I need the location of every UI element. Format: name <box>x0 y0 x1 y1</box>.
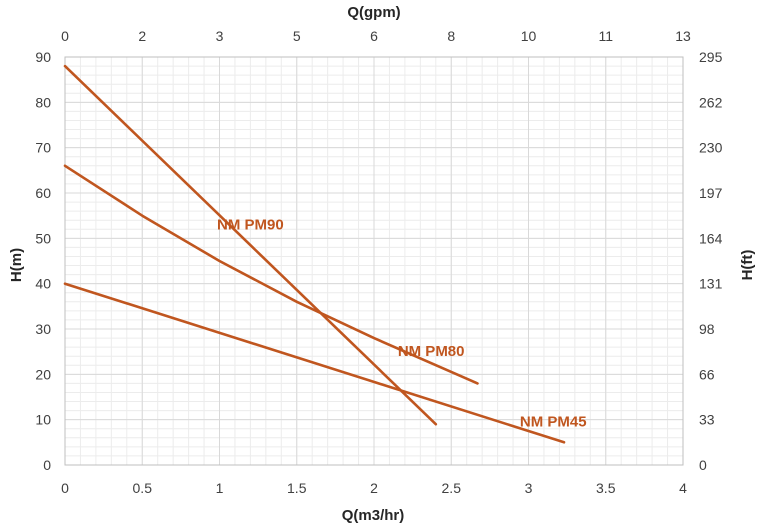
x-tick-label: 2 <box>370 480 378 496</box>
x-tick-label: 3.5 <box>596 480 616 496</box>
y-tick-label: 80 <box>35 94 51 110</box>
x2-tick-label: 10 <box>521 28 537 44</box>
y2-axis-title: H(ft) <box>739 250 756 281</box>
y-tick-label: 0 <box>43 457 51 473</box>
x2-tick-label: 0 <box>61 28 69 44</box>
x-tick-label: 0 <box>61 480 69 496</box>
y2-tick-label: 66 <box>699 366 715 382</box>
x-tick-label: 1 <box>216 480 224 496</box>
y-tick-label: 60 <box>35 185 51 201</box>
y2-tick-label: 131 <box>699 276 723 292</box>
x-tick-label: 1.5 <box>287 480 307 496</box>
x2-tick-label: 11 <box>598 28 613 44</box>
x2-tick-label: 6 <box>370 28 378 44</box>
x2-tick-label: 13 <box>675 28 691 44</box>
y-tick-label: 90 <box>35 49 51 65</box>
y-tick-label: 50 <box>35 230 51 246</box>
grid <box>65 57 683 465</box>
y-tick-label: 20 <box>35 366 51 382</box>
y-tick-label: 10 <box>35 412 51 428</box>
y2-tick-label: 98 <box>699 321 715 337</box>
y2-tick-label: 197 <box>699 185 723 201</box>
x-tick-label: 0.5 <box>133 480 153 496</box>
x-tick-label: 3 <box>525 480 533 496</box>
series-label-nm-pm80: NM PM80 <box>398 343 465 360</box>
y2-tick-label: 164 <box>699 230 723 246</box>
y2-tick-label: 295 <box>699 49 723 65</box>
plot-area <box>64 56 684 466</box>
y2-tick-label: 33 <box>699 412 715 428</box>
y2-tick-label: 0 <box>699 457 707 473</box>
series-layer: NM PM90 NM PM80 NM PM45 <box>63 64 587 444</box>
x2-tick-label: 2 <box>138 28 146 44</box>
y2-tick-label: 262 <box>699 94 723 110</box>
series-label-nm-pm90: NM PM90 <box>217 216 284 233</box>
x-axis-title: Q(m3/hr) <box>342 507 405 524</box>
y-tick-label: 30 <box>35 321 51 337</box>
x-tick-label: 2.5 <box>442 480 462 496</box>
series-line-nm-pm45 <box>63 282 566 444</box>
x2-axis-title: Q(gpm) <box>347 4 400 21</box>
x-tick-label: 4 <box>679 480 687 496</box>
x2-tick-label: 5 <box>293 28 301 44</box>
series-line-nm-pm90 <box>63 64 438 426</box>
y-axis-title: H(m) <box>8 248 25 282</box>
y2-tick-label: 230 <box>699 140 723 156</box>
y-tick-label: 40 <box>35 276 51 292</box>
series-line-nm-pm80 <box>63 164 479 385</box>
y-tick-label: 70 <box>35 140 51 156</box>
x2-tick-label: 3 <box>216 28 224 44</box>
plot-border <box>64 56 684 466</box>
x2-tick-label: 8 <box>447 28 455 44</box>
series-label-nm-pm45: NM PM45 <box>520 413 587 430</box>
